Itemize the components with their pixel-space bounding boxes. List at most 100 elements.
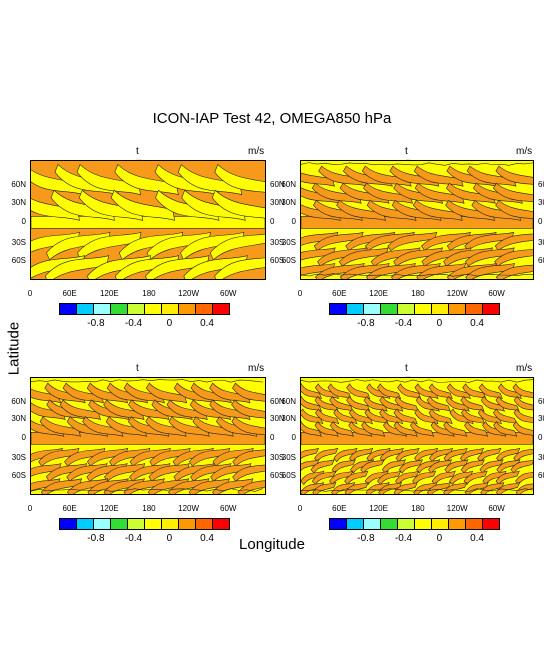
colorbar-swatch [127, 303, 145, 315]
y-tick-label: 0 [21, 217, 26, 227]
contour-streak [214, 257, 265, 279]
x-tick-label: 120E [99, 504, 119, 513]
field-layer [31, 378, 265, 494]
north-polar-contour [301, 379, 533, 383]
contour-streak [214, 164, 265, 193]
colorbar-label: 0.4 [200, 318, 214, 329]
y-tick-label-right: 60N [270, 396, 285, 406]
contour-streak [231, 416, 265, 436]
y-tick-label-right: 60N [538, 180, 544, 190]
y-tick-label: 60N [11, 396, 26, 406]
y-tick-label-right: 30S [270, 237, 285, 247]
plot-area [300, 160, 534, 280]
y-tick-label-right: 30N [270, 198, 285, 208]
contour-streak [315, 408, 340, 425]
y-tick-label: 30S [281, 453, 296, 463]
x-tick-label: 120E [369, 504, 388, 513]
colorbar-swatch [380, 303, 398, 315]
x-axis-label: Longitude [239, 536, 305, 553]
contour-streak [496, 481, 521, 494]
colorbar-swatch [431, 518, 449, 530]
contour-streak [344, 470, 369, 486]
unit-label: m/s [248, 363, 265, 374]
colorbar-swatch [380, 518, 398, 530]
x-tick-label: 0 [297, 289, 303, 298]
colorbar-swatch [110, 303, 128, 315]
x-tick-label: 0 [27, 504, 33, 513]
contour-streak [477, 447, 502, 463]
colorbar-label: -0.4 [394, 533, 413, 544]
x-tick-label: 60W [220, 289, 237, 298]
colorbar-swatch [363, 518, 381, 530]
colorbar-swatch [414, 303, 432, 315]
colorbar-label: 0.4 [470, 533, 484, 544]
contour-streak [344, 481, 369, 494]
x-tick-label: 180 [142, 289, 156, 298]
y-tick-label-right: 60S [270, 255, 285, 265]
y-tick-label: 60S [11, 471, 26, 481]
y-tick-label: 60N [281, 396, 296, 406]
contour-map [301, 378, 533, 494]
figure-title: ICON-IAP Test 42, OMEGA850 hPa [152, 110, 392, 127]
contour-streak [495, 165, 533, 185]
south-polar-contour [301, 273, 533, 277]
colorbar-swatch [465, 518, 483, 530]
colorbar-label: 0.4 [200, 533, 214, 544]
colorbar-swatch [482, 303, 500, 315]
contour-streak [394, 395, 419, 412]
y-tick-label-right: 0 [270, 217, 275, 227]
contour-streak [515, 472, 533, 486]
contour-map [31, 378, 265, 494]
x-tick-label: 120E [369, 289, 388, 298]
y-tick-label: 30N [281, 414, 296, 424]
colorbar-swatch [59, 518, 77, 530]
contour-streak [395, 470, 420, 486]
contour-streak [360, 459, 385, 474]
colorbar-label: -0.4 [124, 318, 143, 329]
contour-streak [314, 447, 339, 463]
contour-streak [346, 383, 371, 400]
contour-map [301, 161, 533, 279]
contour-streak [329, 421, 354, 437]
contour-streak [377, 383, 402, 400]
y-tick-label-right: 30N [538, 198, 544, 208]
contour-streak [478, 383, 503, 400]
colorbar-label: 0 [166, 318, 173, 329]
y-tick-label-right: 60S [538, 471, 544, 481]
contour-streak [495, 199, 533, 219]
colorbar-label: 0.4 [470, 318, 484, 329]
y-tick-label: 30N [11, 414, 26, 424]
x-tick-label: 60E [332, 289, 347, 298]
y-tick-label-right: 60N [538, 396, 544, 406]
colorbar [59, 518, 230, 530]
x-tick-label: 120W [446, 289, 468, 298]
contour-streak [398, 459, 423, 474]
colorbar-swatch [59, 303, 77, 315]
y-tick-label: 30N [11, 198, 26, 208]
x-tick-label: 60E [332, 504, 347, 513]
south-polar-contour [301, 488, 533, 492]
colorbar-swatch [431, 303, 449, 315]
x-tick-label: 180 [142, 504, 156, 513]
contour-streak [349, 447, 374, 463]
contour-streak [393, 408, 418, 425]
colorbar-swatch [212, 518, 230, 530]
colorbar-swatch [161, 518, 179, 530]
field-layer [31, 161, 265, 279]
field-layer [301, 161, 533, 279]
contour-streak [231, 399, 265, 419]
contour-streak [495, 470, 520, 486]
plot-area [30, 377, 266, 495]
contour-streak [463, 470, 488, 486]
x-tick-label: 60E [62, 504, 77, 513]
contour-streak [331, 459, 356, 474]
y-tick-label-right: 30N [538, 414, 544, 424]
y-tick-label-right: 30S [538, 237, 544, 247]
colorbar-swatch [93, 303, 111, 315]
colorbar-label: -0.8 [87, 533, 105, 544]
unit-label: m/s [516, 146, 533, 157]
contour-streak [377, 470, 402, 486]
contour-streak [397, 383, 422, 400]
colorbar-swatch [397, 518, 415, 530]
colorbar [59, 303, 230, 315]
